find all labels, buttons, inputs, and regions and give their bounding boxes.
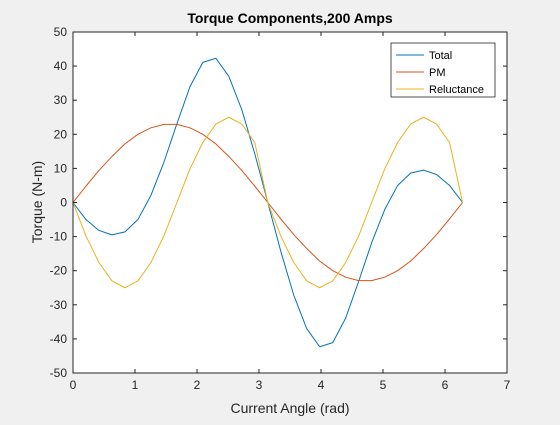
y-tick-label: 20 (54, 127, 68, 141)
x-tick-label: 7 (504, 378, 511, 392)
legend-label-reluctance: Reluctance (429, 84, 484, 96)
y-axis-label: Torque (N-m) (29, 161, 45, 243)
y-tick-label: -30 (50, 298, 68, 312)
legend-label-pm: PM (429, 67, 446, 79)
legend-label-total: Total (429, 50, 452, 62)
y-tick-label: -40 (50, 332, 68, 346)
x-tick-label: 3 (256, 378, 263, 392)
chart-title: Torque Components,200 Amps (187, 10, 393, 26)
x-tick-label: 2 (194, 378, 201, 392)
legend: Total PM Reluctance (390, 42, 496, 98)
y-tick-label: 40 (54, 59, 68, 73)
axes-box (72, 31, 508, 374)
x-axis-label: Current Angle (rad) (230, 400, 349, 416)
y-tick-label: 0 (60, 196, 67, 210)
y-tick-label: 50 (54, 25, 68, 39)
series-layer (72, 57, 464, 348)
y-tick-label: -20 (50, 264, 68, 278)
series-line-reluctance (72, 116, 464, 289)
y-tick-label: -50 (50, 366, 68, 380)
x-tick-label: 1 (132, 378, 139, 392)
y-tick-label: 30 (54, 93, 68, 107)
x-tick-label: 5 (380, 378, 387, 392)
y-tick-label: -10 (50, 230, 68, 244)
x-tick-label: 4 (318, 378, 325, 392)
y-tick-label: 10 (54, 161, 68, 175)
legend-box (390, 42, 496, 98)
x-tick-label: 6 (442, 378, 449, 392)
x-tick-label: 0 (70, 378, 77, 392)
